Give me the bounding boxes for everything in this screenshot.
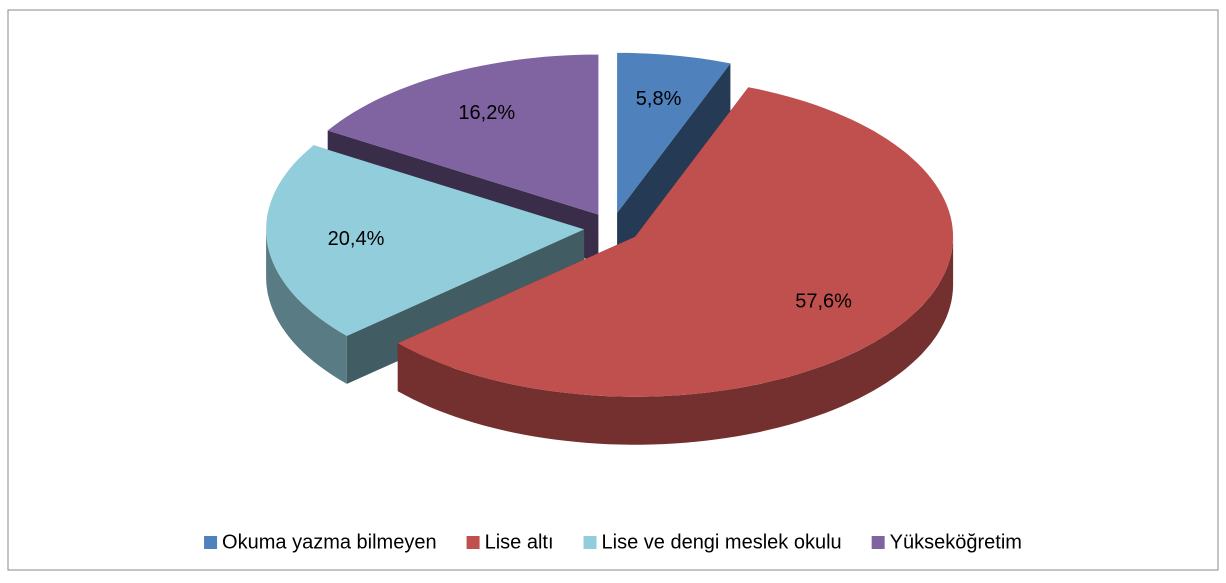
legend-item: Okuma yazma bilmeyen [204,531,437,553]
legend-label: Lise altı [485,531,554,553]
slice-side [617,63,731,261]
slice-wall [397,236,954,445]
legend-item: Lise altı [466,531,554,553]
legend-item: Lise ve dengi meslek okulu [583,531,842,553]
data-label: 16,2% [458,102,515,124]
legend-label: Okuma yazma bilmeyen [222,531,437,553]
slice [617,52,731,261]
slice-top [397,87,953,397]
legend-item: Yükseköğretim [871,531,1022,553]
slice-top [617,52,731,213]
data-label: 57,6% [795,290,852,312]
slice-top [266,145,585,336]
legend-swatch [871,536,885,549]
slice-wall [266,229,347,384]
slice-top [327,54,599,215]
legend-swatch [583,536,597,549]
legend-label: Yükseköğretim [890,531,1022,553]
legend-label: Lise ve dengi meslek okulu [602,531,842,553]
data-label: 20,4% [328,228,385,250]
legend-swatch [466,536,480,549]
data-label: 5,8% [636,88,682,110]
legend-swatch [204,536,218,549]
slice [397,87,954,445]
